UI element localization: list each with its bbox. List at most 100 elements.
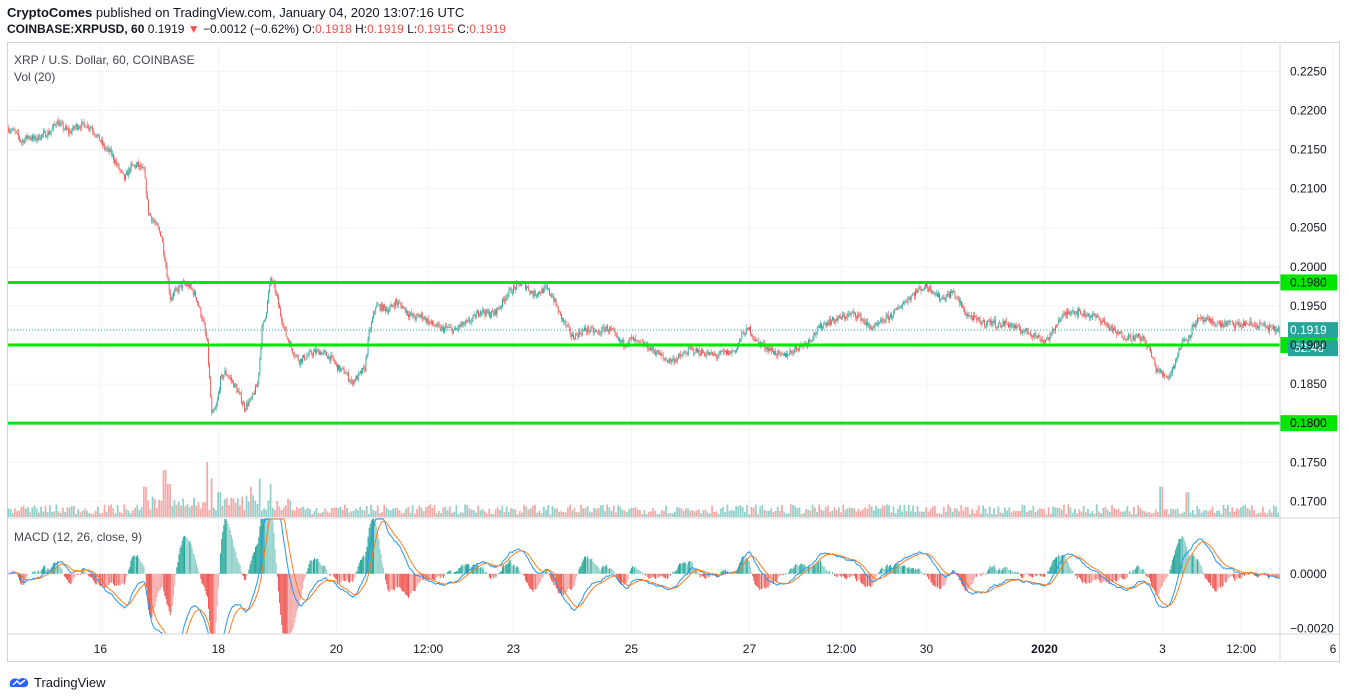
macd-histogram-bar bbox=[875, 573, 877, 577]
macd-histogram-bar bbox=[1083, 573, 1085, 582]
macd-histogram-bar bbox=[491, 573, 493, 578]
publisher-name[interactable]: CryptoComes bbox=[7, 5, 93, 20]
candle-body bbox=[587, 327, 589, 332]
price-tick-label: 0.1750 bbox=[1290, 455, 1327, 469]
candle-body bbox=[882, 319, 884, 323]
candle-body bbox=[391, 304, 393, 306]
macd-histogram-bar bbox=[257, 543, 259, 574]
macd-histogram-bar bbox=[1101, 573, 1103, 583]
macd-histogram-bar bbox=[919, 568, 921, 574]
macd-histogram-bar bbox=[1214, 573, 1216, 592]
candle-body bbox=[726, 350, 727, 355]
macd-histogram-bar bbox=[864, 573, 866, 588]
macd-histogram-bar bbox=[501, 566, 503, 574]
macd-histogram-bar bbox=[882, 568, 884, 574]
candle-body bbox=[1075, 310, 1077, 313]
macd-histogram-bar bbox=[155, 573, 157, 602]
volume-bar bbox=[68, 507, 71, 517]
macd-histogram-bar bbox=[1158, 573, 1160, 593]
macd-histogram-bar bbox=[284, 573, 286, 634]
macd-histogram-bar bbox=[1123, 573, 1125, 580]
volume-bar bbox=[942, 506, 945, 517]
macd-histogram-bar bbox=[212, 573, 214, 634]
macd-histogram-bar bbox=[1129, 571, 1131, 574]
candle-body bbox=[252, 393, 254, 394]
volume-bar bbox=[647, 511, 650, 517]
macd-histogram-bar bbox=[971, 573, 973, 585]
macd-histogram-bar bbox=[168, 573, 170, 612]
macd-histogram-bar bbox=[133, 555, 135, 574]
volume-bar bbox=[542, 506, 545, 517]
candle-body bbox=[741, 332, 743, 340]
macd-histogram-bar bbox=[380, 554, 382, 574]
volume-bar bbox=[824, 507, 827, 517]
volume-bar bbox=[40, 506, 42, 517]
volume-bar bbox=[394, 508, 397, 517]
macd-histogram-bar bbox=[23, 573, 25, 585]
candle-body bbox=[305, 358, 307, 360]
candle-body bbox=[885, 315, 887, 322]
macd-histogram-bar bbox=[1275, 573, 1277, 577]
candle-body bbox=[808, 339, 809, 344]
macd-histogram-bar bbox=[551, 573, 553, 582]
volume-bar bbox=[798, 507, 801, 517]
candle-body bbox=[23, 140, 25, 144]
macd-histogram-bar bbox=[1011, 570, 1013, 574]
volume-bar bbox=[1047, 507, 1050, 517]
candle-body bbox=[942, 296, 944, 298]
macd-histogram-bar bbox=[524, 573, 526, 581]
volume-bar bbox=[973, 513, 976, 517]
candle-body bbox=[1200, 317, 1202, 319]
macd-histogram-bar bbox=[1272, 573, 1274, 576]
volume-bar bbox=[1012, 510, 1015, 517]
footer-brand[interactable]: TradingView bbox=[8, 672, 106, 692]
volume-bar bbox=[101, 512, 104, 517]
volume-bar bbox=[383, 504, 386, 517]
volume-bar bbox=[680, 508, 683, 517]
macd-histogram-bar bbox=[63, 573, 65, 577]
volume-bar bbox=[278, 506, 281, 517]
volume-bar bbox=[206, 462, 209, 517]
candle-body bbox=[919, 287, 921, 288]
volume-bar bbox=[864, 507, 866, 517]
macd-histogram-bar bbox=[976, 573, 978, 577]
macd-histogram-bar bbox=[503, 564, 505, 574]
macd-histogram-bar bbox=[418, 573, 420, 583]
candle-body bbox=[404, 307, 406, 313]
macd-histogram-bar bbox=[594, 564, 596, 574]
macd-histogram-bar bbox=[697, 572, 699, 574]
macd-histogram-bar bbox=[916, 569, 918, 574]
macd-histogram-bar bbox=[586, 557, 588, 574]
candle-body bbox=[1262, 323, 1264, 325]
macd-histogram-bar bbox=[812, 567, 814, 574]
volume-bar bbox=[813, 507, 816, 517]
volume-bar bbox=[604, 511, 606, 517]
macd-histogram-bar bbox=[1002, 567, 1004, 574]
candle-body bbox=[189, 283, 191, 288]
candle-body bbox=[1062, 313, 1064, 316]
macd-histogram-bar bbox=[633, 567, 635, 574]
macd-histogram-bar bbox=[1027, 573, 1029, 576]
volume-bars bbox=[7, 462, 1280, 517]
candle-body bbox=[1003, 321, 1005, 326]
macd-histogram-bar bbox=[241, 573, 243, 576]
candle-body bbox=[90, 127, 91, 129]
volume-bar bbox=[811, 504, 814, 517]
candle-body bbox=[199, 306, 201, 308]
footer-brand-label: TradingView bbox=[34, 674, 106, 690]
volume-bar bbox=[1268, 509, 1271, 517]
macd-histogram-bar bbox=[179, 547, 181, 574]
macd-histogram-bar bbox=[208, 573, 210, 609]
macd-histogram-bar bbox=[449, 570, 451, 574]
macd-histogram-bar bbox=[656, 573, 658, 579]
macd-histogram-bar bbox=[1184, 542, 1186, 574]
candle-body bbox=[125, 174, 126, 180]
candle-body bbox=[84, 124, 86, 128]
candle-body bbox=[767, 347, 769, 352]
macd-histogram-bar bbox=[1198, 560, 1200, 574]
macd-histogram-bar bbox=[989, 566, 991, 574]
macd-histogram-bar bbox=[1206, 573, 1208, 581]
volume-bar bbox=[1041, 508, 1043, 517]
volume-bar bbox=[923, 511, 925, 517]
